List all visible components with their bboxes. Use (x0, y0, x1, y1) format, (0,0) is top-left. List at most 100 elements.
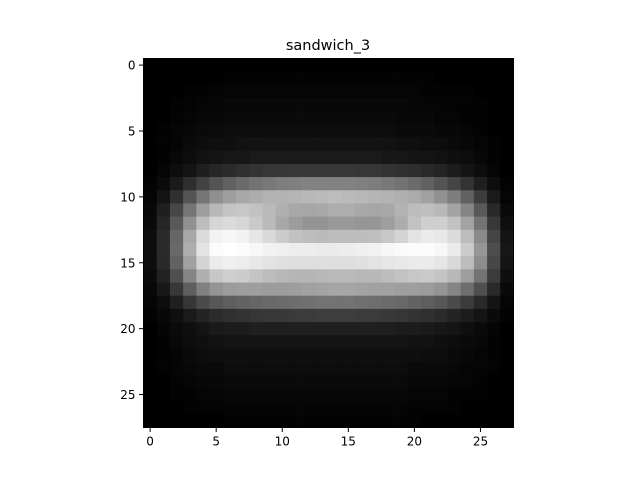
heatmap-cell (460, 150, 475, 165)
heatmap-cell (262, 71, 276, 86)
heatmap-cell (156, 229, 171, 244)
heatmap-cell (169, 243, 184, 257)
heatmap-cell (302, 322, 316, 336)
heatmap-cell (487, 163, 501, 178)
heatmap-cell (143, 335, 158, 349)
heatmap-cell (473, 163, 488, 178)
heatmap-cell (169, 84, 184, 99)
heatmap-cell (487, 111, 501, 125)
x-tick-label: 10 (275, 435, 290, 449)
heatmap-cell (275, 150, 290, 165)
heatmap-cell (169, 322, 184, 336)
heatmap-cell (315, 58, 329, 73)
x-tick-label: 25 (473, 435, 488, 449)
heatmap-cell (421, 98, 435, 112)
heatmap-cell (447, 216, 461, 231)
heatmap-cell (381, 414, 395, 428)
heatmap-cell (447, 203, 461, 217)
heatmap-cell (315, 84, 329, 99)
heatmap-cell (262, 58, 276, 73)
heatmap-cell (302, 229, 316, 244)
heatmap-cell (222, 150, 237, 165)
heatmap-cell (354, 163, 369, 178)
heatmap-cell (249, 203, 263, 217)
heatmap-cell (288, 322, 303, 336)
heatmap-cell (421, 163, 435, 178)
heatmap-cell (196, 295, 210, 310)
heatmap-cell (183, 58, 197, 73)
heatmap-cell (183, 111, 197, 125)
heatmap-cell (460, 308, 475, 323)
heatmap-cell (460, 387, 475, 402)
heatmap-cell (288, 243, 303, 257)
heatmap-cell (487, 84, 501, 99)
heatmap-cell (262, 361, 276, 376)
heatmap-cell (354, 177, 369, 191)
heatmap-cell (222, 361, 237, 376)
heatmap-cell (394, 308, 409, 323)
heatmap-cell (288, 111, 303, 125)
heatmap-cell (447, 322, 461, 336)
heatmap-cell (236, 137, 250, 152)
heatmap-cell (473, 124, 488, 138)
heatmap-cell (143, 256, 158, 270)
heatmap-cell (143, 348, 158, 362)
heatmap-cell (222, 282, 237, 297)
heatmap-cell (236, 243, 250, 257)
heatmap-cell (143, 361, 158, 376)
heatmap-cell (275, 308, 290, 323)
heatmap-cell (288, 203, 303, 217)
heatmap-cell (460, 269, 475, 283)
heatmap-cell (156, 295, 171, 310)
heatmap-cell (381, 190, 395, 204)
heatmap-cell (275, 71, 290, 86)
heatmap-cell (288, 177, 303, 191)
heatmap-cell (288, 295, 303, 310)
heatmap-cell (487, 348, 501, 362)
heatmap-cell (288, 216, 303, 231)
heatmap-cell (249, 335, 263, 349)
heatmap-cell (368, 137, 382, 152)
y-tick-label: 25 (120, 388, 135, 402)
heatmap-cell (447, 374, 461, 389)
heatmap-cell (368, 229, 382, 244)
heatmap-cell (236, 361, 250, 376)
heatmap-cell (394, 387, 409, 402)
heatmap-cell (196, 58, 210, 73)
heatmap-cell (209, 348, 224, 362)
heatmap-cell (143, 401, 158, 415)
heatmap-cell (183, 150, 197, 165)
heatmap-cell (236, 98, 250, 112)
heatmap-cell (183, 190, 197, 204)
heatmap-cell (421, 229, 435, 244)
heatmap-cell (249, 84, 263, 99)
heatmap-cell (434, 414, 448, 428)
heatmap-cell (447, 414, 461, 428)
heatmap-cell (236, 58, 250, 73)
heatmap-cell (460, 229, 475, 244)
x-tick-label: 15 (341, 435, 356, 449)
heatmap-cell (262, 348, 276, 362)
heatmap-cell (143, 414, 158, 428)
heatmap-cell (328, 335, 343, 349)
heatmap-cell (236, 84, 250, 99)
heatmap-cell (381, 374, 395, 389)
heatmap-cell (275, 414, 290, 428)
heatmap-cell (447, 229, 461, 244)
heatmap-cell (328, 84, 343, 99)
heatmap-cell (156, 216, 171, 231)
heatmap-cell (196, 98, 210, 112)
heatmap-cell (354, 216, 369, 231)
heatmap-cell (196, 229, 210, 244)
heatmap-cell (407, 282, 422, 297)
heatmap-cell (473, 414, 488, 428)
heatmap-cell (262, 322, 276, 336)
heatmap-cell (381, 124, 395, 138)
heatmap-cell (500, 216, 514, 231)
heatmap-cell (302, 374, 316, 389)
heatmap-cell (407, 177, 422, 191)
heatmap-cell (368, 163, 382, 178)
heatmap-cell (460, 98, 475, 112)
heatmap-cell (421, 84, 435, 99)
heatmap-cell (354, 150, 369, 165)
